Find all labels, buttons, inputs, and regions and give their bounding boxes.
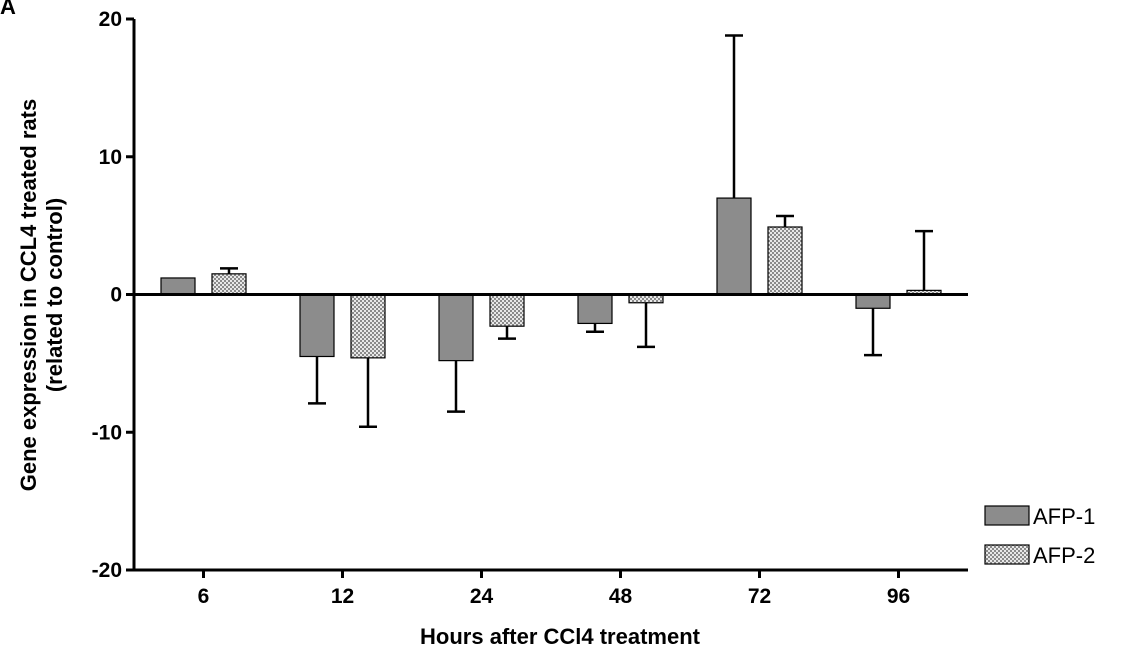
bar-afp-1-72 xyxy=(716,197,752,296)
legend-swatch-afp-1 xyxy=(984,505,1030,526)
panel-letter: A xyxy=(0,0,16,19)
x-tick-label: 96 xyxy=(887,585,910,608)
legend: AFP-1 AFP-2 xyxy=(984,504,1095,568)
y-axis-title-line2: (related to control) xyxy=(42,198,67,392)
legend-label-afp-1: AFP-1 xyxy=(1033,504,1095,529)
bar-afp-1-24 xyxy=(438,293,474,362)
x-tick-label: 72 xyxy=(748,585,771,608)
bar-afp-2-72 xyxy=(767,226,803,296)
bar-afp-1-48 xyxy=(577,293,613,325)
legend-swatch-afp-2 xyxy=(984,544,1030,565)
y-axis: -20 -10 0 10 20 xyxy=(92,8,136,582)
bar-afp-1-12 xyxy=(299,293,335,358)
bar-afp-2-24 xyxy=(489,293,525,327)
legend-label-afp-2: AFP-2 xyxy=(1033,543,1095,568)
y-tick-label: 20 xyxy=(99,8,122,31)
bar-afp-1-96 xyxy=(855,293,891,309)
bar-afp-1-6 xyxy=(160,277,196,296)
y-tick-label: 10 xyxy=(99,146,122,169)
y-tick-label: 0 xyxy=(110,284,122,307)
x-tick-label: 24 xyxy=(470,585,494,608)
x-tick-label: 48 xyxy=(609,585,633,608)
x-tick-label: 6 xyxy=(198,585,210,608)
x-tick-label: 12 xyxy=(331,585,354,608)
bar-afp-2-12 xyxy=(350,293,386,359)
bar-afp-2-6 xyxy=(211,273,247,296)
bars-layer xyxy=(134,34,968,428)
y-axis-title-line1: Gene expression in CCL4 treated rats xyxy=(16,99,41,491)
y-tick-label: -10 xyxy=(92,421,122,444)
y-tick-label: -20 xyxy=(92,559,122,582)
x-axis-title: Hours after CCl4 treatment xyxy=(420,624,701,649)
x-axis: 6 12 24 48 72 96 xyxy=(134,568,968,608)
y-axis-title-group: Gene expression in CCL4 treated rats (re… xyxy=(16,99,67,491)
